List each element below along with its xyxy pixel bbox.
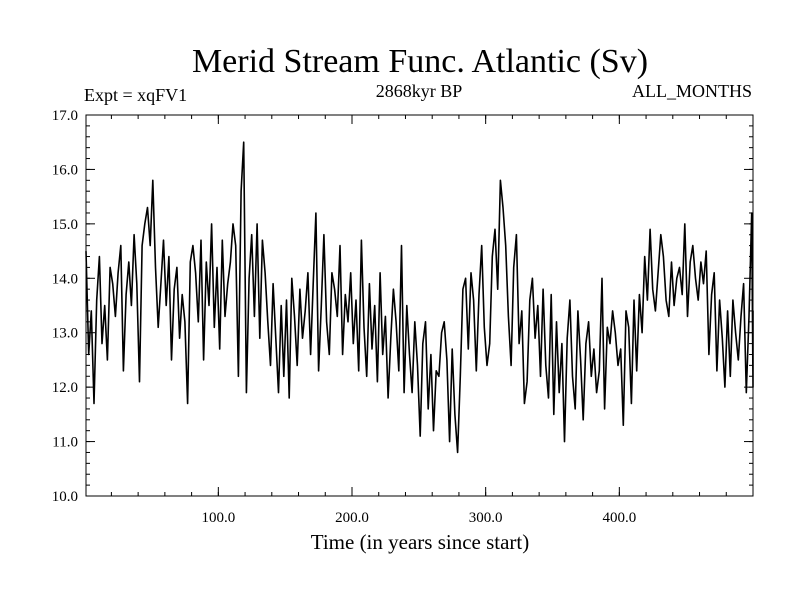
- x-tick-label: 100.0: [201, 510, 235, 526]
- chart-title: Merid Stream Func. Atlantic (Sv): [192, 43, 648, 80]
- chart-subtitle-center: 2868kyr BP: [376, 81, 463, 101]
- y-tick-label: 13.0: [52, 326, 78, 342]
- series-line-atlantic-streamfunction: [85, 141, 754, 454]
- axis-ticks: [86, 114, 753, 497]
- y-tick-label: 15.0: [52, 217, 78, 233]
- x-tick-label: 300.0: [469, 510, 503, 526]
- x-tick-label: 400.0: [602, 510, 636, 526]
- x-axis-title: Time (in years since start): [311, 530, 530, 554]
- chart-subtitle-left: Expt = xqFV1: [84, 85, 187, 105]
- y-tick-label: 12.0: [52, 380, 78, 396]
- plot-area-frame: [85, 114, 754, 497]
- y-tick-label: 11.0: [52, 435, 78, 451]
- y-tick-label: 14.0: [52, 271, 78, 287]
- chart-subtitle-right: ALL_MONTHS: [632, 81, 752, 101]
- y-axis-tick-labels: 10.0 11.0 12.0 13.0 14.0 15.0 16.0 17.0: [52, 108, 78, 505]
- x-axis-tick-labels: 100.0 200.0 300.0 400.0: [201, 510, 636, 526]
- y-tick-label: 10.0: [52, 489, 78, 505]
- x-tick-label: 200.0: [335, 510, 369, 526]
- y-tick-label: 16.0: [52, 162, 78, 178]
- y-tick-label: 17.0: [52, 108, 78, 124]
